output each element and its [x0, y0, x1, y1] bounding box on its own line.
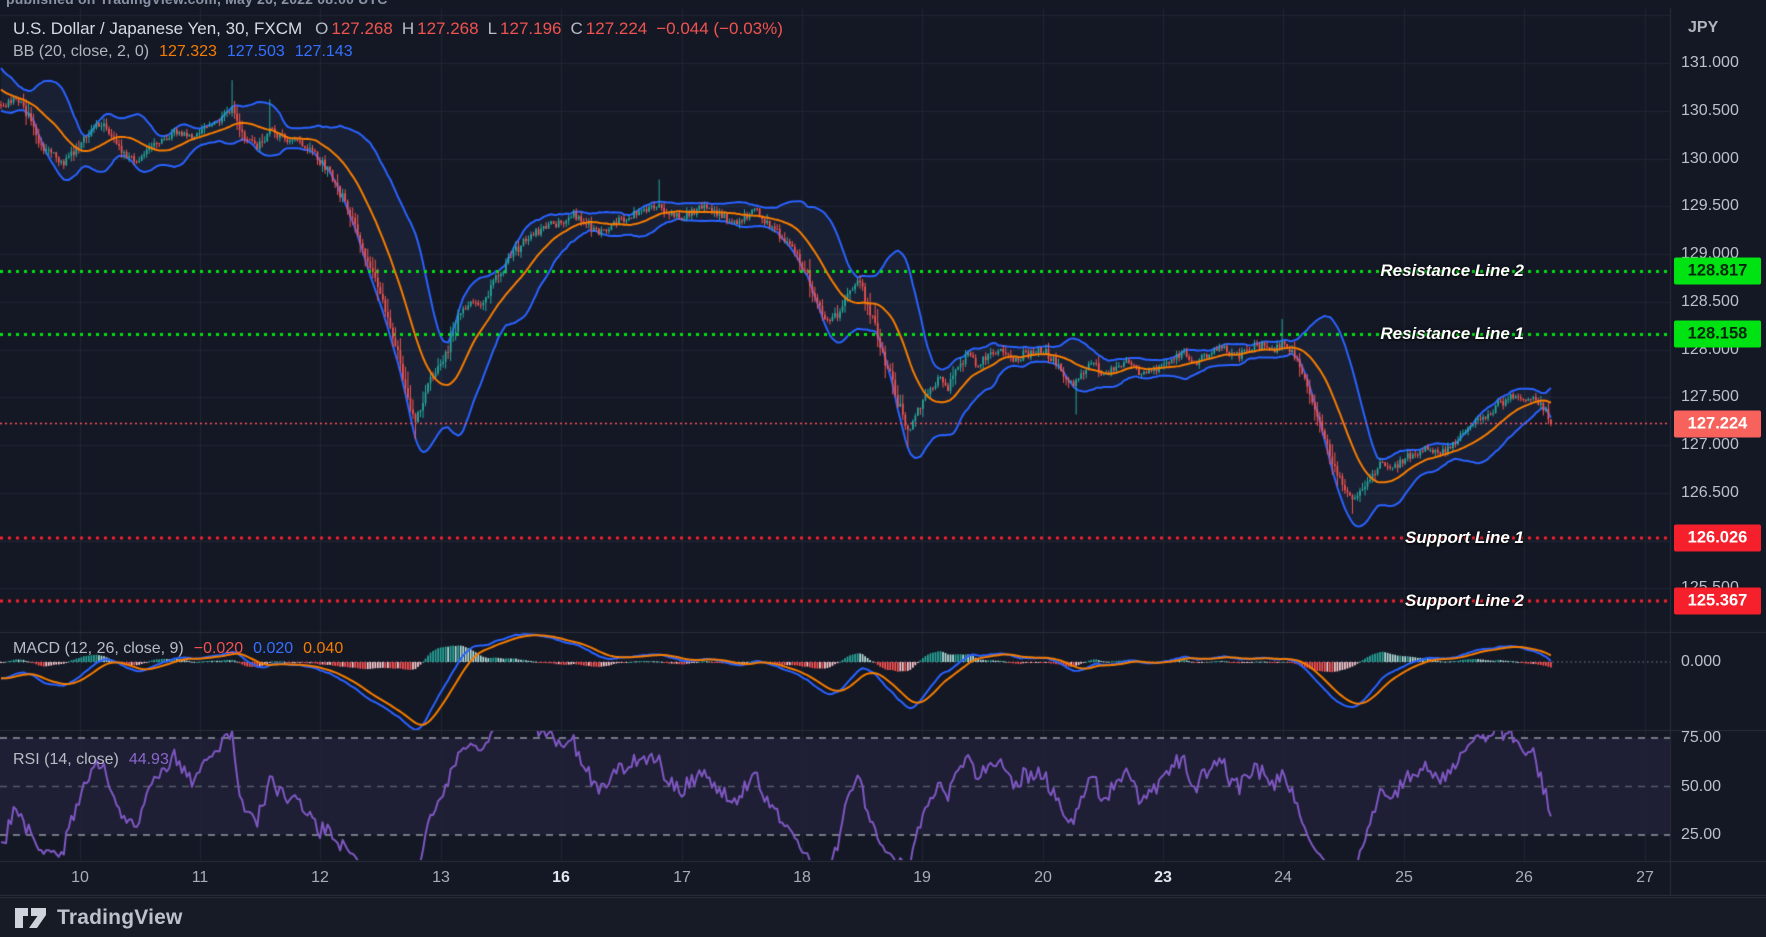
macd-indicator-header[interactable]: MACD (12, 26, close, 9) −0.020 0.020 0.0… [13, 640, 343, 658]
chart-canvas[interactable] [0, 0, 1766, 896]
rsi-value: 44.93 [128, 751, 169, 768]
time-axis-label[interactable]: 11 [191, 869, 209, 886]
time-axis-label[interactable]: 10 [71, 869, 89, 886]
high-label: H [401, 19, 415, 38]
bb-label: BB (20, close, 2, 0) [13, 43, 150, 60]
symbol-header[interactable]: U.S. Dollar / Japanese Yen, 30, FXCM O 1… [13, 19, 783, 39]
currency-label: JPY [1688, 19, 1719, 36]
bb-basis-value: 127.323 [159, 43, 217, 60]
time-axis-label[interactable]: 27 [1636, 869, 1654, 886]
macd-hist-value: −0.020 [193, 640, 244, 657]
bb-indicator-header[interactable]: BB (20, close, 2, 0) 127.323 127.503 127… [13, 43, 353, 61]
macd-label: MACD (12, 26, close, 9) [13, 640, 184, 657]
time-axis-label[interactable]: 13 [432, 869, 450, 886]
low-label: L [487, 19, 498, 38]
level-price-badge: 126.026 [1674, 524, 1761, 552]
time-axis-label[interactable]: 26 [1515, 869, 1533, 886]
time-axis-label[interactable]: 23 [1154, 869, 1172, 886]
footer-bar: TradingView [0, 897, 1766, 937]
price-axis-tick[interactable]: 130.000 [1681, 149, 1739, 167]
level-price-badge: 128.817 [1674, 257, 1761, 285]
level-name-label[interactable]: Resistance Line 1 [1380, 324, 1524, 344]
time-axis-label[interactable]: 20 [1034, 869, 1052, 886]
close-value: 127.224 [585, 19, 648, 38]
rsi-axis-tick[interactable]: 50.00 [1681, 777, 1722, 795]
symbol-title: U.S. Dollar / Japanese Yen, 30, FXCM [13, 19, 303, 38]
open-value: 127.268 [331, 19, 393, 38]
level-price-badge: 125.367 [1674, 587, 1761, 615]
price-axis-tick[interactable]: 127.500 [1681, 388, 1739, 406]
time-axis-label[interactable]: 18 [793, 869, 811, 886]
open-label: O [315, 19, 329, 38]
bb-upper-value: 127.503 [226, 43, 285, 60]
rsi-indicator-header[interactable]: RSI (14, close) 44.93 [13, 751, 169, 769]
time-axis-label[interactable]: 25 [1395, 869, 1413, 886]
rsi-axis-tick[interactable]: 75.00 [1681, 729, 1722, 746]
current-price-badge: 127.224 [1674, 410, 1761, 438]
change-value: −0.044 (−0.03%) [656, 19, 783, 38]
tradingview-brand: TradingView [57, 906, 183, 929]
price-axis-tick[interactable]: 131.000 [1681, 54, 1739, 71]
low-value: 127.196 [500, 19, 562, 38]
time-axis-label[interactable]: 17 [673, 869, 691, 886]
price-axis-tick[interactable]: 129.500 [1681, 197, 1739, 215]
time-axis-label[interactable]: 24 [1274, 869, 1292, 886]
close-label: C [570, 19, 583, 38]
watermark: published on TradingView.com, May 26, 20… [6, 0, 388, 7]
level-name-label[interactable]: Support Line 2 [1405, 590, 1524, 610]
tradingview-logo[interactable] [14, 905, 48, 931]
price-axis-tick[interactable]: 126.500 [1681, 483, 1739, 501]
price-axis-tick[interactable]: 127.000 [1681, 436, 1739, 453]
price-axis-tick[interactable]: 130.500 [1681, 101, 1739, 119]
high-value: 127.268 [417, 19, 479, 38]
macd-line-value: 0.020 [253, 640, 294, 657]
level-price-badge: 128.158 [1674, 320, 1761, 348]
level-name-label[interactable]: Support Line 1 [1405, 528, 1524, 548]
bb-lower-value: 127.143 [294, 43, 353, 60]
time-axis-label[interactable]: 12 [311, 869, 329, 886]
price-axis-tick[interactable]: 129.000 [1681, 245, 1739, 262]
macd-signal-value: 0.040 [303, 640, 344, 657]
level-name-label[interactable]: Resistance Line 2 [1380, 261, 1524, 281]
rsi-axis-tick[interactable]: 25.00 [1681, 826, 1722, 843]
rsi-label: RSI (14, close) [13, 751, 119, 768]
price-axis-tick[interactable]: 128.500 [1681, 292, 1739, 310]
macd-axis-tick[interactable]: 0.000 [1681, 653, 1722, 670]
time-axis-label[interactable]: 19 [913, 869, 931, 886]
time-axis-label[interactable]: 16 [552, 869, 570, 886]
